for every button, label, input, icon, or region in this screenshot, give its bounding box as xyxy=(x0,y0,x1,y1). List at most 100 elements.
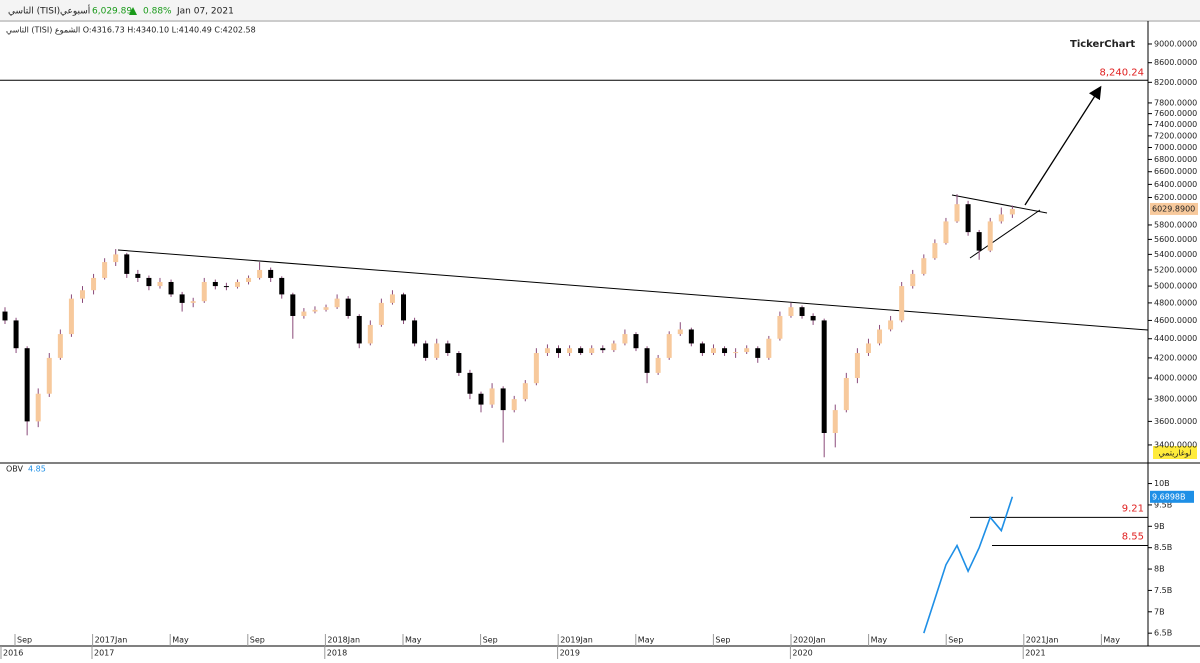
month-label: May xyxy=(871,636,888,645)
level-label: 9.21 xyxy=(1122,503,1144,514)
y-tick-label: 5800.0000 xyxy=(1154,220,1197,229)
y-tick-label: 8B xyxy=(1154,565,1165,574)
candle-body xyxy=(124,254,130,274)
year-label: 2017 xyxy=(94,649,114,658)
up-arrow xyxy=(129,7,137,15)
candle-body xyxy=(810,315,816,321)
candle-body xyxy=(655,357,661,373)
y-tick-label: 9B xyxy=(1154,522,1165,531)
header-bar xyxy=(0,0,1200,20)
month-label: Sep xyxy=(250,636,265,645)
candle-body xyxy=(733,352,739,354)
candle-body xyxy=(589,348,595,354)
candle-body xyxy=(677,329,683,335)
month-label: 2020Jan xyxy=(793,636,826,645)
last-price-tag xyxy=(1150,202,1198,215)
y-tick-label: 8600.0000 xyxy=(1154,58,1197,67)
candle-body xyxy=(511,399,517,411)
candle-body xyxy=(2,311,8,321)
candle-body xyxy=(865,343,871,354)
candle-body xyxy=(611,343,617,351)
candle-body xyxy=(843,377,849,411)
month-label: 2021Jan xyxy=(1026,636,1059,645)
candle-body xyxy=(257,269,263,278)
scale-mode-box xyxy=(1153,446,1197,459)
scale-mode: لوغاريتمي xyxy=(1159,449,1192,458)
y-tick-label: 6.5B xyxy=(1154,629,1172,638)
candle-body xyxy=(401,294,407,321)
candle-body xyxy=(135,273,141,278)
year-label: 2016 xyxy=(3,649,23,658)
candle-body xyxy=(478,393,484,405)
candle-body xyxy=(301,311,307,316)
y-tick-label: 3600.0000 xyxy=(1154,417,1197,426)
candle-body xyxy=(356,315,362,344)
candle-body xyxy=(423,343,429,358)
y-tick-label: 5600.0000 xyxy=(1154,235,1197,244)
y-tick-label: 5200.0000 xyxy=(1154,265,1197,274)
candle-body xyxy=(987,221,993,251)
candle-body xyxy=(644,348,650,373)
candle-body xyxy=(234,281,240,287)
last-price: 6,029.89 xyxy=(92,7,132,17)
y-tick-label: 6200.0000 xyxy=(1154,193,1197,202)
candle-body xyxy=(722,348,728,354)
period: أسبوعي xyxy=(60,5,90,17)
candle-body xyxy=(710,348,716,354)
candle-body xyxy=(389,294,395,303)
candle-body xyxy=(223,286,229,288)
candle-body xyxy=(821,320,827,433)
candle-body xyxy=(921,258,927,274)
month-label: 2017Jan xyxy=(95,636,128,645)
year-label: 2018 xyxy=(327,649,347,658)
triangle-bottom xyxy=(969,209,1041,259)
month-label: May xyxy=(172,636,189,645)
month-label: May xyxy=(1103,636,1120,645)
candle-body xyxy=(434,343,440,358)
candle-body xyxy=(899,286,905,321)
ohlc-line: التاسي (TISI) الشموع O:4316.73 H:4340.10… xyxy=(6,26,256,35)
year-label: 2019 xyxy=(560,649,580,658)
month-label: Sep xyxy=(948,636,963,645)
y-tick-label: 10B xyxy=(1154,479,1170,488)
y-tick-label: 7200.0000 xyxy=(1154,131,1197,140)
candle-body xyxy=(578,348,584,354)
y-tick-label: 4000.0000 xyxy=(1154,373,1197,382)
candle-body xyxy=(212,281,218,287)
candle-body xyxy=(378,302,384,325)
candle-body xyxy=(35,393,41,422)
candle-body xyxy=(456,353,462,373)
y-tick-label: 5400.0000 xyxy=(1154,250,1197,259)
candle-body xyxy=(489,388,495,405)
candle-body xyxy=(854,353,860,378)
candle-body xyxy=(246,277,252,282)
logo: TickerChart xyxy=(1070,39,1135,50)
candle-body xyxy=(755,348,761,358)
candle-body xyxy=(533,353,539,384)
y-tick-label: 7.5B xyxy=(1154,586,1172,595)
month-label: 2019Jan xyxy=(560,636,593,645)
candle-body xyxy=(600,348,606,351)
candle-body xyxy=(567,348,573,354)
candle-body xyxy=(367,324,373,344)
candle-body xyxy=(954,204,960,222)
candle-body xyxy=(190,301,196,303)
candle-body xyxy=(24,348,30,422)
trend-line xyxy=(117,249,1149,331)
candle-body xyxy=(622,334,628,344)
candle-body xyxy=(13,320,19,349)
candle-body xyxy=(146,277,152,287)
year-label: 2021 xyxy=(1025,649,1045,658)
y-tick-label: 6400.0000 xyxy=(1154,180,1197,189)
candle-body xyxy=(102,262,108,278)
candle-body xyxy=(965,204,971,233)
candle-body xyxy=(976,232,982,251)
y-tick-label: 6800.0000 xyxy=(1154,155,1197,164)
y-tick-label: 6600.0000 xyxy=(1154,167,1197,176)
y-tick-label: 9000.0000 xyxy=(1154,39,1197,48)
candle-body xyxy=(544,348,550,354)
y-tick-label: 4600.0000 xyxy=(1154,316,1197,325)
candle-body xyxy=(467,372,473,394)
candle-body xyxy=(556,348,561,354)
